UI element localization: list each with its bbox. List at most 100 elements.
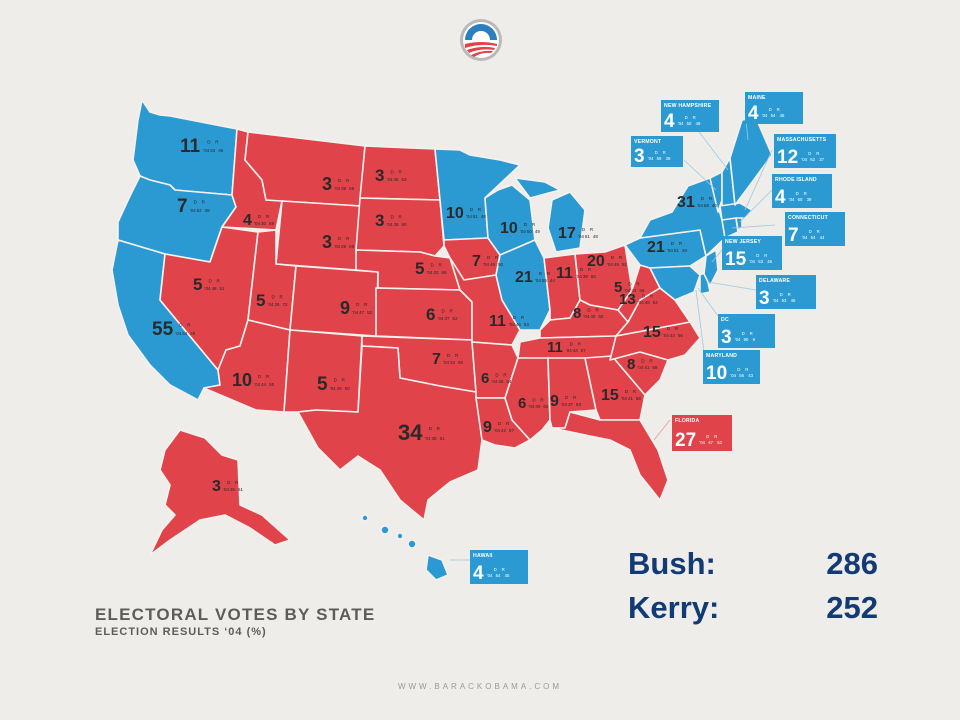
state-wi[interactable]: [484, 184, 536, 256]
electoral-votes: 10: [500, 220, 518, 237]
callout-state-name: VERMONT: [634, 139, 662, 145]
dem-header: D: [742, 331, 745, 336]
rep-percent: 69: [349, 244, 355, 249]
rep-header: R: [788, 292, 791, 297]
electoral-votes: 15: [643, 324, 661, 341]
callout-nj[interactable]: NEW JERSEY 15 D R ‘04 53 46: [722, 236, 782, 270]
rep-percent: 56: [678, 333, 684, 338]
year-label: ‘04: [762, 113, 768, 118]
rep-percent: 60: [402, 222, 408, 227]
callout-ma[interactable]: MASSACHUSETTS 12 D R ‘04 62 37: [774, 134, 836, 168]
state-ms[interactable]: [504, 357, 551, 441]
state-label-pa: 21 D R ‘04 51 48: [647, 239, 687, 256]
electoral-votes: 8: [573, 305, 581, 322]
callout-me[interactable]: MAINE 4 D R ‘04 54 45: [745, 92, 803, 124]
rep-header: R: [693, 115, 696, 120]
rep-percent: 61: [440, 436, 446, 441]
rep-header: R: [346, 236, 350, 241]
rep-percent: 53: [524, 322, 530, 327]
rep-header: R: [235, 480, 239, 485]
year-label: ‘04: [425, 436, 432, 441]
state-label-ut: 5 D R ‘04 26 72: [256, 291, 288, 310]
state-nc[interactable]: [609, 321, 701, 361]
year-label: ‘04: [487, 573, 493, 578]
dem-percent: 44: [670, 333, 676, 338]
dem-header: D: [258, 214, 262, 219]
state-label-mt: 3 D R ‘04 39 59: [322, 174, 355, 194]
electoral-votes: 9: [550, 393, 559, 410]
state-ks[interactable]: [375, 287, 473, 341]
year-label: ‘04: [624, 288, 631, 293]
state-md[interactable]: [649, 265, 701, 301]
rep-header: R: [590, 227, 594, 232]
callout-md[interactable]: MARYLAND 10 D R ‘04 56 43: [703, 350, 760, 384]
state-mo[interactable]: [449, 257, 521, 346]
callout-ri[interactable]: RHODE ISLAND 4 D R ‘04 60 39: [772, 174, 832, 208]
year-label: ‘04: [387, 222, 394, 227]
state-label-or: 7 D R ‘04 52 48: [177, 196, 210, 217]
rep-percent: 45: [780, 113, 785, 118]
callout-nh[interactable]: NEW HAMPSHIRE 4 D R ‘04 50 49: [661, 100, 719, 132]
result-kerry: Kerry: 252: [628, 590, 888, 630]
dem-percent: 39: [583, 274, 589, 279]
electoral-votes: 3: [375, 211, 384, 230]
rep-percent: 49: [535, 229, 541, 234]
dem-header: D: [338, 236, 342, 241]
state-hi[interactable]: [361, 514, 449, 581]
dem-percent: 40: [590, 314, 596, 319]
rep-header: R: [266, 374, 270, 379]
dem-header: D: [258, 374, 262, 379]
state-label-tn: 11 D R ‘04 43 57: [547, 339, 586, 356]
rep-header: R: [532, 222, 536, 227]
state-label-la: 9 D R ‘04 42 57: [483, 419, 514, 436]
state-nm[interactable]: [283, 329, 363, 413]
rep-percent: 63: [402, 177, 408, 182]
dem-header: D: [334, 377, 338, 382]
rep-header: R: [506, 421, 510, 426]
callout-fl[interactable]: FLORIDA 27 D R ‘04 47 52: [672, 415, 732, 451]
state-pa[interactable]: [624, 229, 707, 269]
state-sd[interactable]: [355, 197, 445, 257]
year-label: ‘04: [427, 270, 434, 275]
state-fl[interactable]: [551, 411, 669, 501]
dem-percent: 49: [614, 262, 620, 267]
state-ak[interactable]: [149, 429, 291, 556]
rep-percent: 52: [367, 310, 373, 315]
state-ct[interactable]: [721, 217, 739, 239]
dem-percent: 51: [674, 248, 680, 253]
state-mn[interactable]: [434, 148, 521, 241]
dem-percent: 36: [394, 177, 400, 182]
year-label: ‘04: [576, 274, 583, 279]
rep-percent: 62: [453, 316, 459, 321]
callout-electoral-votes: 7: [788, 225, 799, 246]
rep-header: R: [521, 315, 525, 320]
state-label-mo: 11 D R ‘04 46 53: [489, 313, 529, 330]
state-tx[interactable]: [297, 345, 483, 521]
year-label: ‘04: [637, 365, 644, 370]
dem-header: D: [756, 253, 759, 258]
rep-percent: 48: [593, 234, 599, 239]
year-label: ‘04: [578, 234, 585, 239]
callout-hi[interactable]: HAWAII 4 D R ‘04 54 45: [470, 550, 528, 584]
rep-percent: 58: [652, 365, 658, 370]
year-label: ‘04: [268, 302, 275, 307]
rep-header: R: [709, 196, 713, 201]
callout-electoral-votes: 3: [634, 146, 645, 167]
callout-de[interactable]: DELAWARE 3 D R ‘04 53 46: [756, 275, 816, 309]
callout-dc[interactable]: DC 3 D R ‘04 90 9: [718, 314, 775, 348]
callout-ct[interactable]: CONNECTICUT 7 D R ‘04 54 44: [785, 212, 845, 246]
electoral-votes: 6: [481, 370, 489, 387]
callout-state-name: CONNECTICUT: [788, 215, 829, 221]
rep-percent: 46: [791, 298, 796, 303]
rep-percent: 44: [550, 278, 556, 283]
electoral-votes: 21: [515, 269, 533, 286]
rep-percent: 50: [498, 262, 504, 267]
rep-percent: 57: [581, 348, 587, 353]
dem-percent: 55: [542, 278, 548, 283]
state-me[interactable]: [729, 117, 773, 206]
state-ri[interactable]: [735, 217, 743, 231]
callout-state-name: HAWAII: [473, 553, 493, 559]
dem-percent: 47: [359, 310, 365, 315]
state-mi[interactable]: [514, 177, 586, 253]
